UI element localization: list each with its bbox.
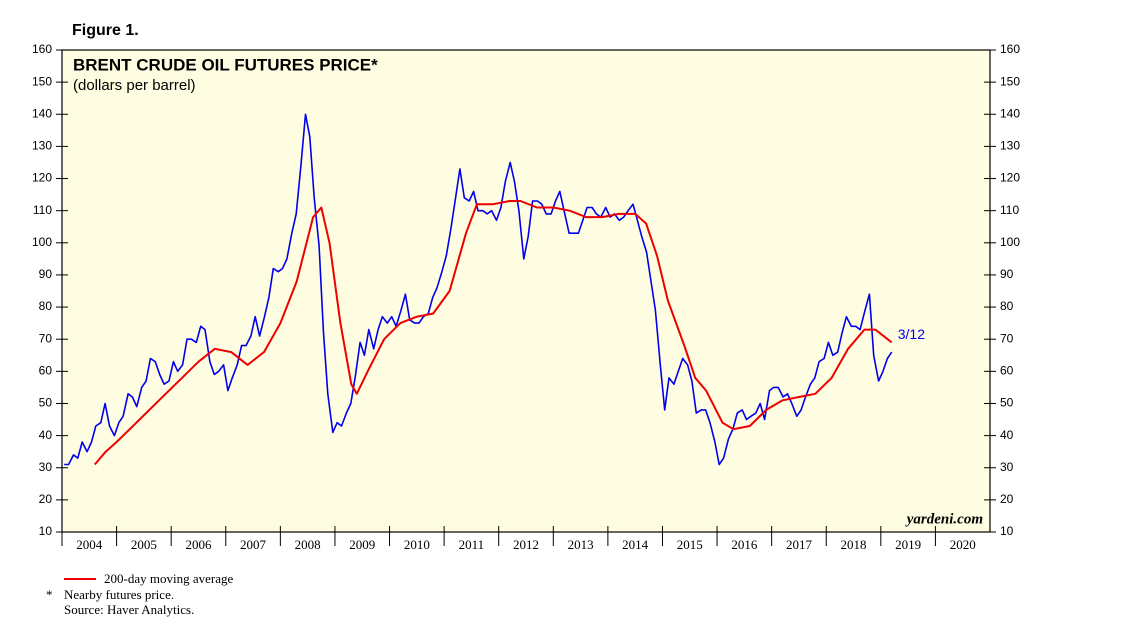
y-tick-label: 90 [39, 267, 53, 281]
y2-tick-label: 150 [1000, 74, 1020, 88]
series-line [64, 113, 893, 466]
y2-tick-label: 140 [1000, 106, 1020, 120]
y2-tick-label: 80 [1000, 299, 1014, 313]
x-tick-label: 2016 [731, 537, 758, 552]
x-tick-label: 2004 [76, 537, 103, 552]
x-tick-label: 2020 [950, 537, 976, 552]
x-tick-label: 2018 [841, 537, 867, 552]
y2-tick-label: 160 [1000, 42, 1020, 56]
x-tick-label: 2014 [622, 537, 649, 552]
y-tick-label: 50 [39, 396, 53, 410]
y-tick-label: 40 [39, 428, 53, 442]
source: Source: Haver Analytics. [64, 602, 194, 617]
y2-tick-label: 110 [1000, 203, 1019, 217]
y-tick-label: 30 [39, 460, 53, 474]
y-tick-label: 60 [39, 364, 53, 378]
series-line [94, 200, 893, 466]
x-tick-label: 2009 [349, 537, 375, 552]
y-tick-label: 150 [32, 74, 52, 88]
x-tick-label: 2006 [185, 537, 212, 552]
x-tick-label: 2008 [295, 537, 321, 552]
y-tick-label: 10 [39, 524, 53, 538]
x-tick-label: 2010 [404, 537, 430, 552]
y2-tick-label: 30 [1000, 460, 1014, 474]
x-tick-label: 2013 [568, 537, 594, 552]
x-tick-label: 2019 [895, 537, 921, 552]
x-tick-label: 2017 [786, 537, 813, 552]
y-tick-label: 110 [33, 203, 52, 217]
y2-tick-label: 50 [1000, 396, 1014, 410]
plot-area [61, 49, 991, 533]
y-tick-label: 70 [39, 331, 53, 345]
y2-tick-label: 70 [1000, 331, 1014, 345]
y2-tick-label: 120 [1000, 171, 1020, 185]
y2-tick-label: 40 [1000, 428, 1014, 442]
x-tick-label: 2011 [459, 537, 485, 552]
y2-tick-label: 100 [1000, 235, 1020, 249]
y2-tick-label: 60 [1000, 364, 1014, 378]
annotation: 3/12 [898, 326, 925, 342]
x-tick-label: 2005 [131, 537, 157, 552]
chart-subtitle: (dollars per barrel) [73, 77, 196, 94]
y-tick-label: 80 [39, 299, 53, 313]
y-tick-label: 120 [32, 171, 52, 185]
y2-tick-label: 90 [1000, 267, 1014, 281]
note-marker: * [46, 587, 53, 602]
x-tick-label: 2015 [677, 537, 703, 552]
x-tick-label: 2012 [513, 537, 539, 552]
watermark: yardeni.com [905, 511, 983, 527]
y-tick-label: 100 [32, 235, 52, 249]
y-tick-label: 20 [39, 492, 53, 506]
y-tick-label: 130 [32, 139, 52, 153]
figure-label: Figure 1. [72, 22, 139, 39]
note: Nearby futures price. [64, 587, 174, 602]
y-tick-label: 160 [32, 42, 52, 56]
x-tick-label: 2007 [240, 537, 267, 552]
y-tick-label: 140 [32, 106, 52, 120]
legend-label: 200-day moving average [104, 571, 233, 586]
y2-tick-label: 130 [1000, 139, 1020, 153]
y2-tick-label: 20 [1000, 492, 1014, 506]
y2-tick-label: 10 [1000, 524, 1014, 538]
chart-title: BRENT CRUDE OIL FUTURES PRICE* [73, 55, 378, 74]
